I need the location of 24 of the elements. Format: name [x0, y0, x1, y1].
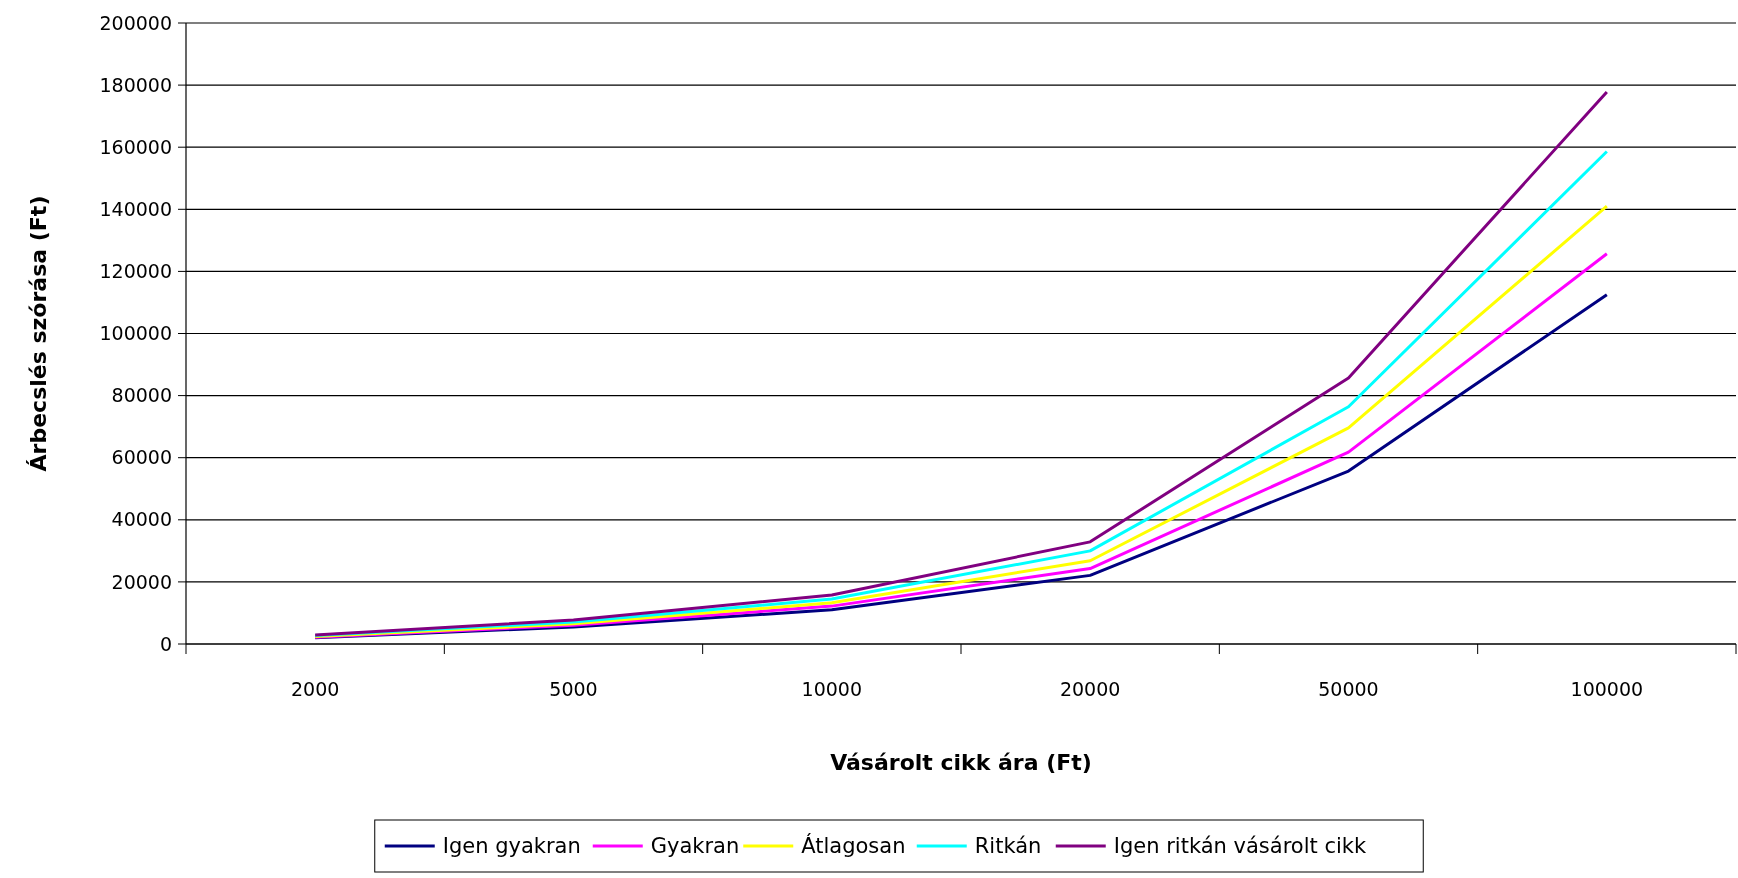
y-tick-label: 160000 — [99, 135, 172, 158]
y-tick-label: 0 — [159, 632, 172, 655]
y-tick-label: 180000 — [99, 73, 172, 96]
legend-label: Ritkán — [974, 834, 1042, 859]
legend-label: Gyakran — [650, 834, 740, 859]
x-tick-label: 50000 — [1318, 678, 1379, 700]
y-tick-label: 40000 — [111, 508, 172, 531]
y-tick-label: 20000 — [111, 570, 172, 593]
x-tick-label: 5000 — [549, 678, 598, 700]
x-axis-title: Vásárolt cikk ára (Ft) — [830, 750, 1092, 775]
y-tick-label: 120000 — [99, 260, 172, 283]
x-tick-label: 2000 — [290, 678, 340, 700]
x-tick-label: 100000 — [1570, 678, 1644, 700]
y-tick-label: 80000 — [111, 384, 172, 407]
y-tick-label: 60000 — [111, 446, 172, 469]
x-tick-label: 20000 — [1059, 678, 1121, 700]
y-tick-label: 100000 — [99, 322, 172, 345]
legend-label: Igen gyakran — [442, 834, 581, 859]
legend-label: Igen ritkán vásárolt cikk — [1113, 834, 1367, 859]
x-tick-label: 10000 — [801, 678, 863, 700]
y-tick-label: 200000 — [99, 11, 172, 34]
y-axis-title: Árbecslés szórása (Ft) — [26, 195, 51, 472]
y-tick-label: 140000 — [99, 197, 172, 220]
legend-label: Átlagosan — [801, 833, 906, 859]
